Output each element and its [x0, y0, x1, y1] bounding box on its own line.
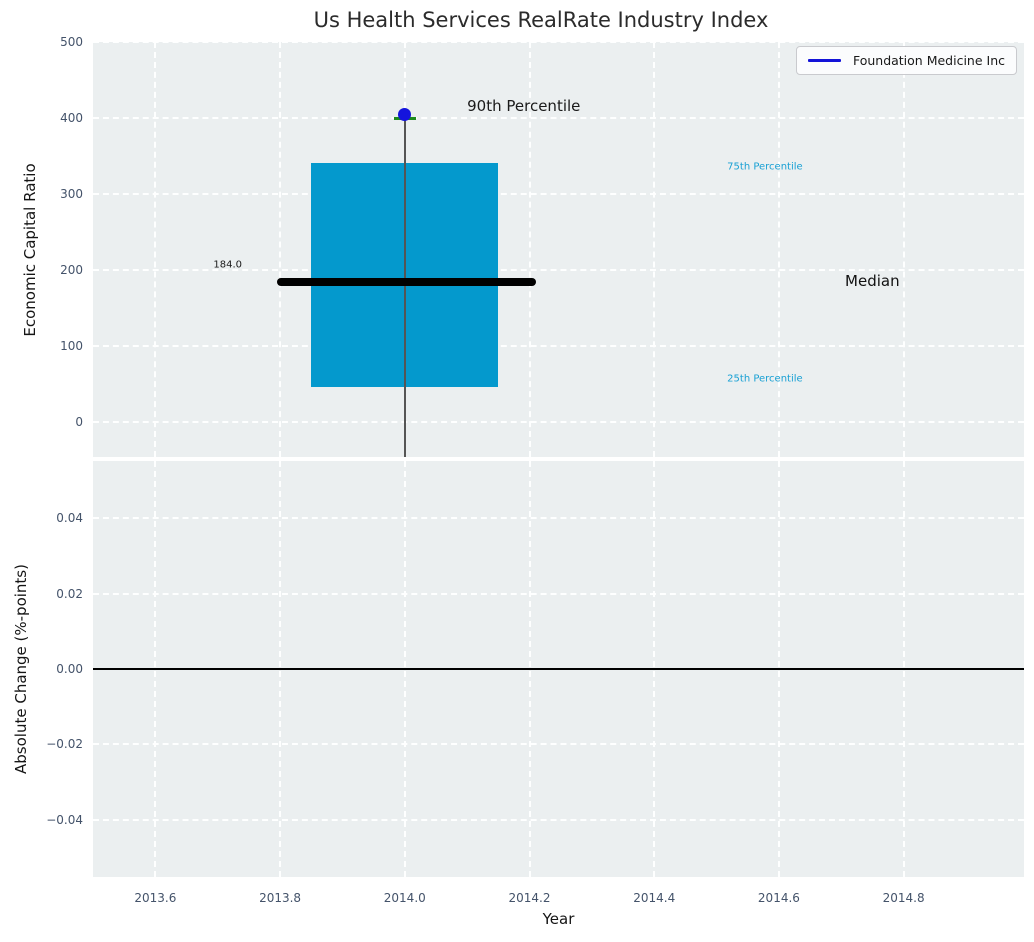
y-tick-label: −0.04	[46, 812, 83, 827]
x-tick-label: 2014.0	[383, 891, 426, 905]
h-gridline	[93, 517, 1024, 519]
y-tick-label: 0.04	[56, 511, 83, 525]
x-tick-label: 2014.8	[882, 891, 925, 905]
y-tick-label: 0.00	[56, 662, 83, 676]
y-tick-label: 200	[60, 263, 83, 278]
h-gridline	[93, 818, 1024, 821]
v-gridline	[653, 42, 656, 457]
annotation-median-value: 184.0	[213, 259, 243, 271]
y-tick-label: 0	[75, 415, 83, 430]
h-gridline	[93, 117, 1024, 119]
boxplot-whisker	[404, 118, 406, 457]
v-gridline	[902, 42, 905, 457]
h-gridline	[93, 41, 1024, 43]
annotation-p75-label: 75th Percentile	[727, 161, 803, 173]
h-gridline	[93, 269, 1024, 272]
v-gridline	[154, 42, 157, 457]
h-gridline	[93, 193, 1024, 195]
h-gridline	[93, 743, 1024, 746]
x-tick-label: 2014.2	[508, 891, 551, 905]
annotation-median-label: Median	[845, 271, 900, 290]
zero-line	[93, 668, 1024, 670]
company-point-marker	[398, 107, 412, 121]
y-tick-label: 100	[60, 339, 83, 354]
v-gridline	[279, 42, 282, 457]
y-tick-label: 300	[60, 187, 83, 201]
annotation-p90-label: 90th Percentile	[467, 96, 581, 115]
h-gridline	[93, 345, 1024, 348]
boxplot-median-line	[276, 278, 536, 287]
h-gridline	[93, 592, 1024, 595]
x-axis-label: Year	[542, 910, 575, 928]
legend-line-sample	[807, 59, 841, 62]
v-gridline	[528, 42, 531, 457]
legend-label: Foundation Medicine Inc	[852, 53, 1005, 68]
chart-title: Us Health Services RealRate Industry Ind…	[313, 8, 769, 32]
x-tick-label: 2014.4	[633, 891, 676, 905]
x-tick-label: 2013.8	[259, 891, 302, 905]
top-panel: Foundation Medicine Inc 0 100 200 300 400 500…	[60, 35, 1024, 457]
y-tick-label: 400	[60, 111, 83, 125]
h-gridline	[93, 421, 1024, 424]
x-tick-label: 2014.6	[757, 891, 800, 905]
v-gridline	[777, 42, 780, 457]
x-tick-label: 2013.6	[134, 891, 177, 905]
y-tick-label: −0.02	[46, 737, 83, 752]
annotation-p25-label: 25th Percentile	[727, 373, 803, 385]
legend: Foundation Medicine Inc	[795, 46, 1017, 75]
y-tick-label: 500	[60, 35, 83, 49]
bottom-panel: 0.04 0.02 0.00 −0.02 −0.04 2013.6 2013.8 2014.0…	[46, 461, 1024, 905]
y-tick-label: 0.02	[56, 586, 83, 601]
